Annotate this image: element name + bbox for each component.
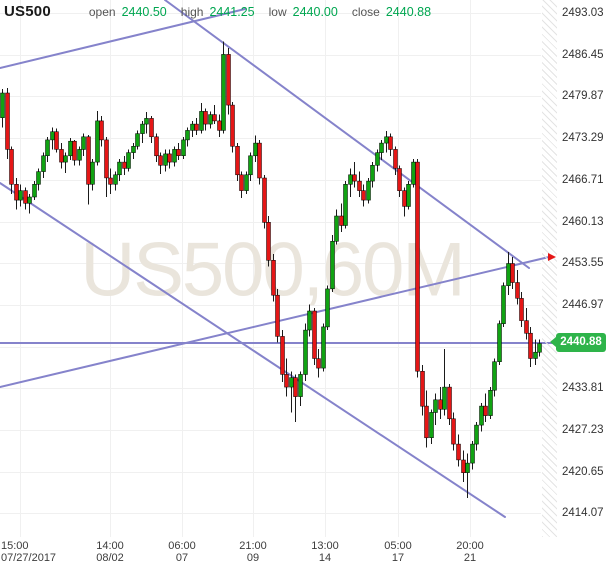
ohlc-label: low	[268, 5, 287, 19]
ohlc-label: high	[180, 5, 204, 19]
candles	[0, 41, 542, 498]
ohlc-field: high 2441.25	[181, 5, 255, 19]
price-axis-label: 2466.71	[562, 174, 604, 186]
price-axis-label: 2427.23	[562, 424, 604, 436]
price-axis-label: 2479.87	[562, 90, 604, 102]
price-axis-label: 2446.97	[562, 299, 604, 311]
price-axis-label: 2453.55	[562, 257, 604, 269]
symbol-title: US500	[4, 3, 51, 20]
price-axis-label: 2414.07	[562, 507, 604, 519]
ohlc-field: close 2440.88	[352, 5, 431, 19]
price-axis-label: 2433.81	[562, 382, 604, 394]
trendline[interactable]	[164, 0, 530, 269]
ohlc-field: open 2440.50	[89, 5, 167, 19]
gridlines	[0, 0, 541, 537]
trendline[interactable]	[0, 182, 506, 518]
price-axis-label: 2473.29	[562, 132, 604, 144]
trendline-price-arrow-icon	[548, 253, 556, 261]
time-axis-label: 15:00 07/27/2017	[1, 540, 57, 564]
time-axis-label: 06:00 07	[168, 540, 196, 564]
ohlc-field: low 2440.00	[269, 5, 338, 19]
trendlines[interactable]	[0, 0, 555, 518]
price-axis-label: 2486.45	[562, 49, 604, 61]
trendline[interactable]	[0, 256, 550, 388]
price-axis-label: 2420.65	[562, 466, 604, 478]
time-axis-label: 20:00 21	[456, 540, 484, 564]
time-axis-label: 14:00 08/02	[96, 540, 124, 564]
trendline[interactable]	[0, 8, 246, 69]
time-axis-label: 21:00 09	[239, 540, 267, 564]
ohlc-value: 2440.00	[292, 5, 338, 19]
time-axis[interactable]: 15:00 07/27/2017 14:00 08/02 06:00 07 21:00 09 1…	[0, 540, 610, 568]
ohlc-fields: open 2440.50 high 2441.25 low 2440.00 close 244…	[51, 5, 431, 19]
price-axis-label: 2493.03	[562, 7, 604, 19]
current-price-badge: 2440.88	[550, 333, 606, 352]
ohlc-value: 2440.50	[121, 5, 167, 19]
time-axis-label: 13:00 14	[311, 540, 339, 564]
ohlc-label: close	[351, 5, 380, 19]
ohlc-label: open	[88, 5, 116, 19]
ohlc-value: 2441.25	[209, 5, 255, 19]
price-axis[interactable]: 2493.03 2486.45 2479.87 2473.29 2466.71 2460.…	[558, 0, 610, 537]
time-axis-label: 05:00 17	[384, 540, 412, 564]
ohlc-value: 2440.88	[385, 5, 432, 19]
axis-gap-hatch	[542, 0, 557, 537]
price-axis-label: 2460.13	[562, 216, 604, 228]
ohlc-header: US500 open 2440.50 high 2441.25 low 2440.00 cl…	[4, 3, 431, 20]
